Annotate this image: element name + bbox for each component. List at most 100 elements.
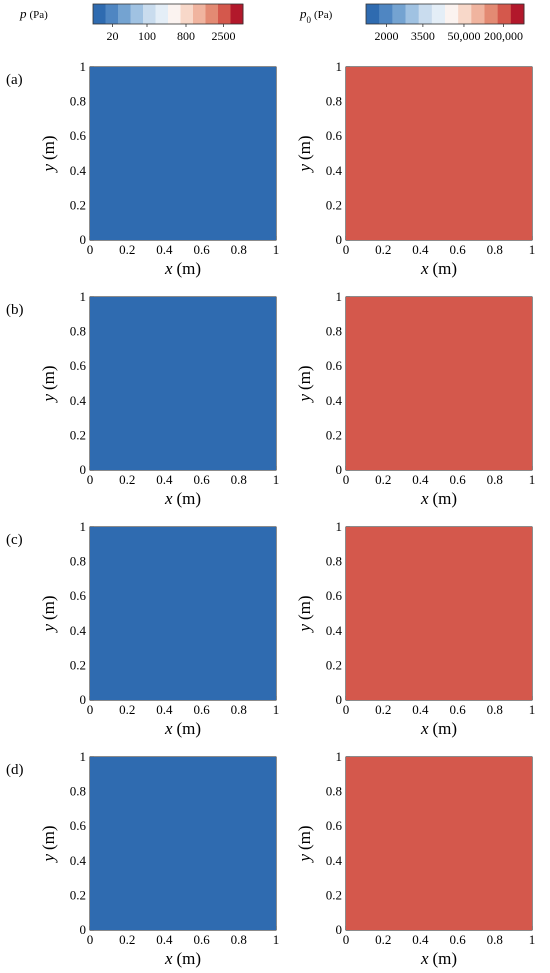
y-tick-label: 0.2 <box>70 657 86 672</box>
x-tick-label: 0 <box>87 472 94 487</box>
colorbar-tick-label: 20 <box>107 29 119 43</box>
x-tick-label: 0.8 <box>487 932 503 947</box>
x-tick-label: 0.2 <box>375 472 391 487</box>
colorbar-swatch <box>405 4 420 24</box>
panel-label: (a) <box>6 72 23 88</box>
x-tick-label: 0.4 <box>156 932 173 947</box>
field-region <box>346 297 532 470</box>
colorbar-tick-label: 200,000 <box>484 29 523 43</box>
x-tick-label: 0 <box>87 932 94 947</box>
y-tick-label: 0.2 <box>70 197 86 212</box>
y-axis-label: y(m) <box>295 365 314 403</box>
colorbar-swatch <box>143 4 156 24</box>
x-tick-label: 0.2 <box>119 472 135 487</box>
colorbar-swatch <box>392 4 406 24</box>
x-tick-label: 0.4 <box>412 702 429 717</box>
colorbar-swatch <box>497 4 512 24</box>
x-tick-label: 0.4 <box>156 472 173 487</box>
x-tick-label: 0.8 <box>231 242 247 257</box>
y-tick-label: 0.2 <box>326 427 342 442</box>
y-tick-label: 1 <box>80 749 87 764</box>
x-tick-label: 0.8 <box>487 702 503 717</box>
colorbar-tick-label: 100 <box>138 29 156 43</box>
x-tick-label: 0 <box>87 242 94 257</box>
y-tick-label: 0 <box>336 692 343 707</box>
y-tick-label: 0 <box>80 462 87 477</box>
x-axis-label: x (m) <box>164 949 201 968</box>
y-tick-label: 1 <box>336 289 343 304</box>
x-axis-label: x (m) <box>164 489 201 508</box>
y-tick-label: 1 <box>336 519 343 534</box>
panel-label: (d) <box>6 762 24 778</box>
field-region <box>346 527 532 700</box>
colorbar-swatch <box>130 4 144 24</box>
colorbar-swatch <box>155 4 169 24</box>
y-tick-label: 0.2 <box>70 887 86 902</box>
y-tick-label: 0.8 <box>326 324 342 339</box>
x-tick-label: 0.2 <box>119 932 135 947</box>
x-tick-label: 0.2 <box>375 702 391 717</box>
x-tick-label: 0.8 <box>231 932 247 947</box>
x-axis-label: x (m) <box>164 719 201 738</box>
colorbar-swatch <box>510 4 525 24</box>
colorbar-tick-label: 800 <box>177 29 195 43</box>
y-tick-label: 0 <box>80 232 87 247</box>
colorbar-swatch <box>418 4 433 24</box>
y-tick-label: 1 <box>336 59 343 74</box>
colorbar-swatch <box>180 4 194 24</box>
y-axis-label: y(m) <box>295 595 314 633</box>
x-tick-label: 0.6 <box>449 932 466 947</box>
y-axis-label: y(m) <box>295 135 314 173</box>
x-tick-label: 0.2 <box>375 932 391 947</box>
colorbar-swatch <box>193 4 206 24</box>
x-tick-label: 0.2 <box>119 242 135 257</box>
colorbar-tick-label: 50,000 <box>447 29 480 43</box>
field-region <box>90 757 276 930</box>
x-tick-label: 1 <box>529 242 536 257</box>
colorbar-swatch <box>471 4 485 24</box>
colorbar-tick-label: 2500 <box>212 29 236 43</box>
field-region <box>346 67 532 240</box>
x-axis-label: x (m) <box>420 259 457 278</box>
y-tick-label: 1 <box>336 749 343 764</box>
y-axis-label: y(m) <box>39 825 58 863</box>
x-tick-label: 0.2 <box>119 702 135 717</box>
colorbar-swatch <box>168 4 181 24</box>
y-tick-label: 0 <box>80 692 87 707</box>
colorbar-swatch <box>230 4 244 24</box>
y-tick-label: 1 <box>80 59 87 74</box>
y-axis-label: y(m) <box>39 595 58 633</box>
y-tick-label: 0.6 <box>326 818 343 833</box>
y-tick-label: 0.8 <box>70 324 86 339</box>
colorbar-swatch <box>445 4 459 24</box>
x-tick-label: 1 <box>273 242 280 257</box>
y-tick-label: 0.8 <box>326 784 342 799</box>
x-tick-label: 1 <box>529 702 536 717</box>
x-tick-label: 0 <box>87 702 94 717</box>
colorbar-frame <box>365 3 525 25</box>
x-tick-label: 1 <box>273 932 280 947</box>
y-tick-label: 0.6 <box>70 818 87 833</box>
x-tick-label: 0.8 <box>487 472 503 487</box>
y-tick-label: 0.4 <box>326 623 343 638</box>
field-region <box>90 297 276 470</box>
y-tick-label: 0.4 <box>70 163 87 178</box>
y-tick-label: 0.8 <box>70 784 86 799</box>
colorbar-swatch <box>379 4 393 24</box>
x-tick-label: 0.6 <box>449 242 466 257</box>
x-tick-label: 0.8 <box>231 472 247 487</box>
colorbar-tick-label: 3500 <box>411 29 435 43</box>
y-tick-label: 0.4 <box>70 393 87 408</box>
y-tick-label: 0.6 <box>326 358 343 373</box>
x-tick-label: 0.4 <box>412 932 429 947</box>
x-tick-label: 0.6 <box>193 932 210 947</box>
y-tick-label: 0.4 <box>70 853 87 868</box>
x-tick-label: 0 <box>343 702 350 717</box>
y-tick-label: 0.8 <box>70 94 86 109</box>
y-tick-label: 0.6 <box>70 128 87 143</box>
colorbar-swatch <box>484 4 499 24</box>
x-tick-label: 0.4 <box>156 702 173 717</box>
colorbar-swatch <box>431 4 446 24</box>
x-tick-label: 1 <box>529 932 536 947</box>
